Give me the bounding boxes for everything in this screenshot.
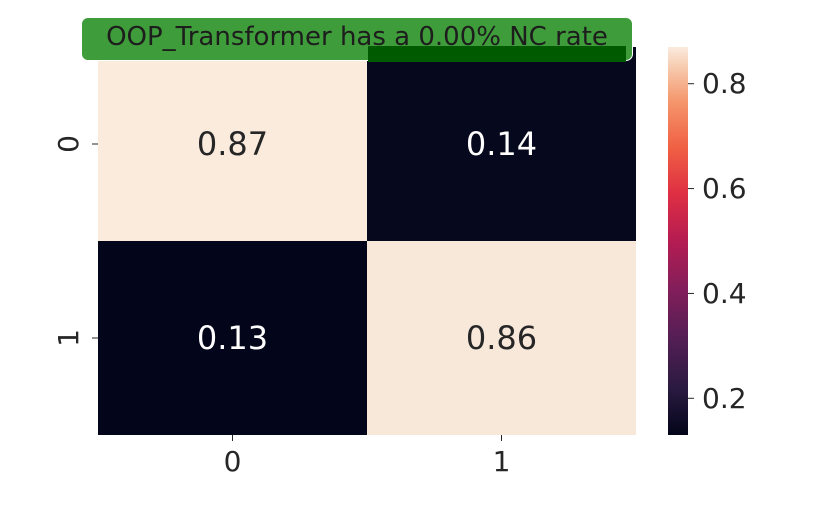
heatmap-cell-0-0 [98,47,367,241]
heatmap-cell-1-0 [98,241,367,435]
chart-title-box: OOP_Transformer has a 0.00% NC rate [81,17,633,62]
chart-title: OOP_Transformer has a 0.00% NC rate [106,22,608,52]
heatmap-cell-0-1 [367,47,636,241]
cell-value-label-1-1: 0.86 [466,319,537,357]
cell-value-label-0-1: 0.14 [466,125,537,163]
colorbar-tick-label: 0.6 [702,172,747,205]
colorbar [668,47,688,435]
heatmap-cell-labels: 0.87 0.14 0.13 0.86 [197,125,537,357]
x-tick-label: 0 [224,445,242,478]
colorbar-tick-label: 0.4 [702,277,747,310]
colorbar-ticks: 0.2 0.4 0.6 0.8 [688,67,747,415]
title-accent [368,46,626,62]
y-axis-ticks: 01 [52,135,98,347]
y-tick-label: 1 [52,329,85,347]
heatmap-cell-1-1 [367,241,636,435]
cell-value-label-0-0: 0.87 [197,125,268,163]
colorbar-tick-label: 0.8 [702,67,747,100]
colorbar-tick-label: 0.2 [702,382,747,415]
cell-value-label-1-0: 0.13 [197,319,268,357]
heatmap-cells [98,47,636,435]
y-tick-label: 0 [52,135,85,153]
x-tick-label: 1 [493,445,511,478]
